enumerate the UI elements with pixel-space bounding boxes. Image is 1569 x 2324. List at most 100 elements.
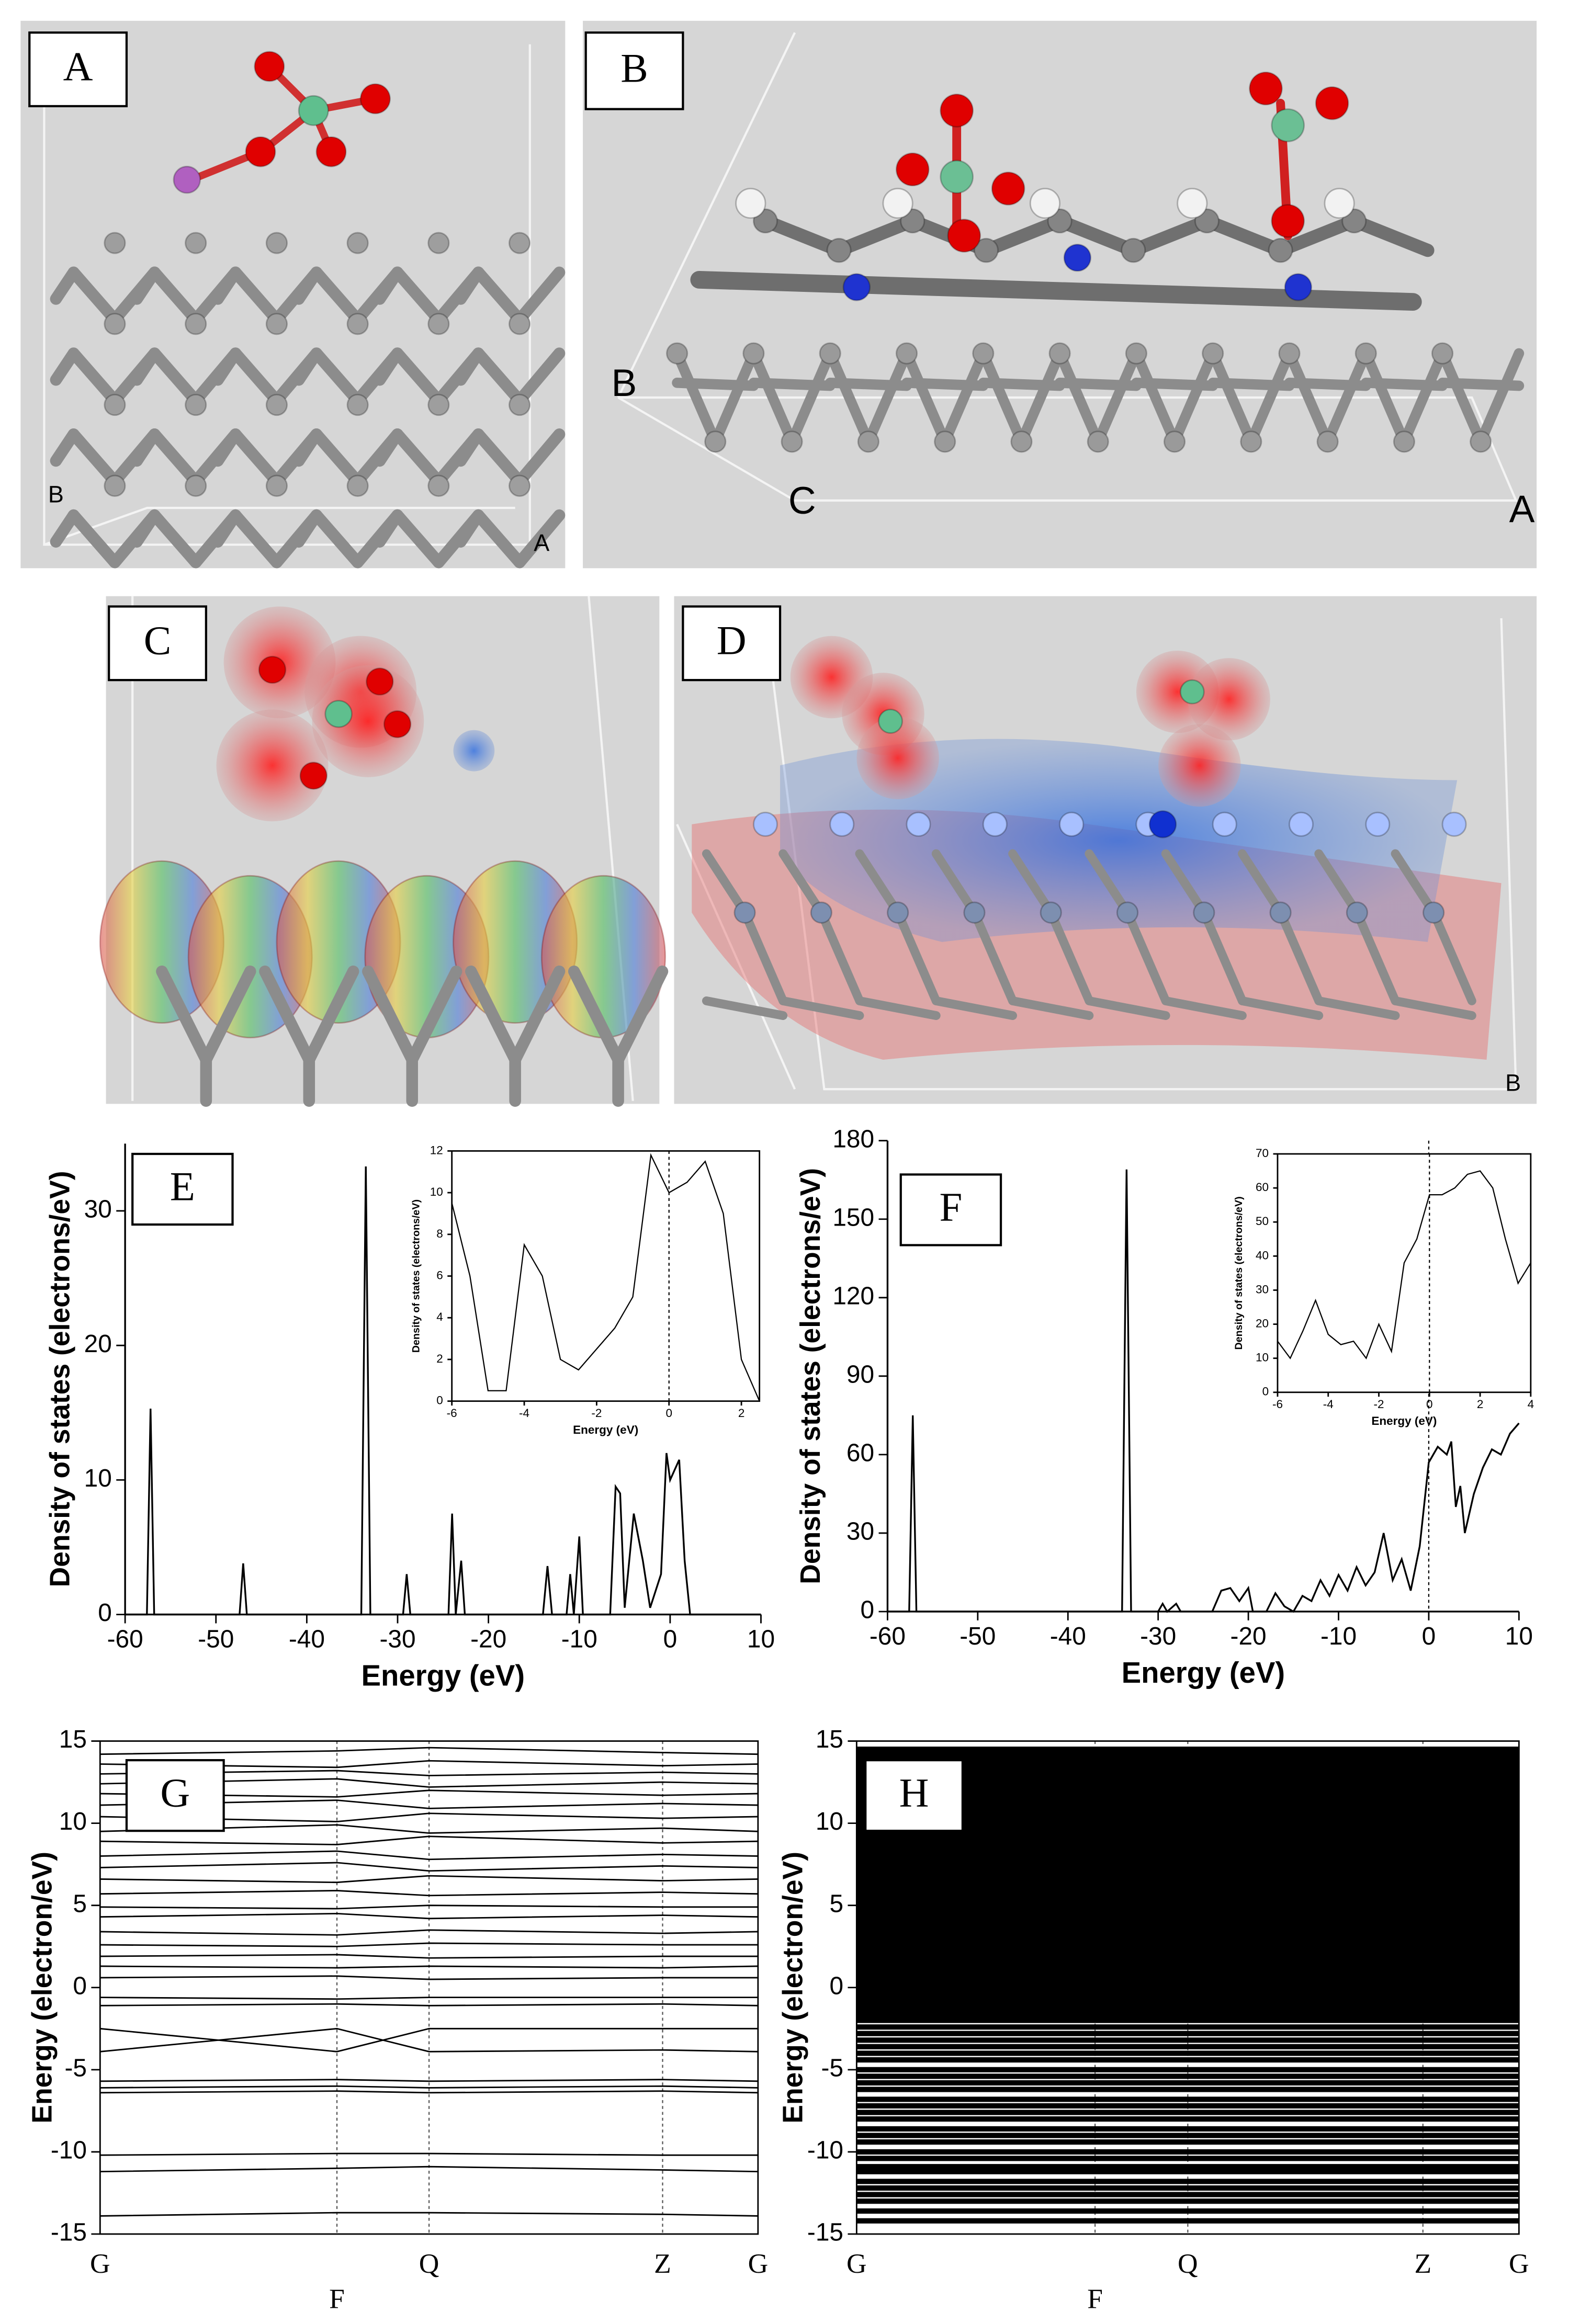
- density-surface: [216, 709, 329, 822]
- bond: [1169, 348, 1218, 447]
- x-tick-label: 0: [1422, 1623, 1436, 1650]
- density-surface: [1158, 724, 1241, 807]
- atom: [359, 83, 391, 115]
- bond: [1276, 908, 1324, 1005]
- y-tick-label: 0: [73, 1972, 87, 2000]
- atom: [1271, 108, 1305, 142]
- x-tick-label: G: [90, 2248, 110, 2279]
- y-tick-label: 180: [832, 1125, 874, 1153]
- band-line: [100, 1789, 758, 1798]
- y-tick-label: 150: [832, 1204, 874, 1231]
- atom: [315, 136, 347, 167]
- bond: [67, 266, 121, 326]
- y-tick-label: 2: [436, 1352, 443, 1365]
- panel-label-box: [125, 1759, 225, 1832]
- bond: [1347, 214, 1435, 257]
- bond: [1016, 348, 1065, 447]
- atom: [947, 219, 981, 253]
- y-tick-label: 40: [1256, 1249, 1269, 1262]
- y-tick-label: 70: [1256, 1147, 1269, 1160]
- bond: [200, 965, 256, 1066]
- atom: [1365, 811, 1391, 837]
- atom: [185, 474, 207, 497]
- atom: [1278, 342, 1301, 365]
- bond: [1054, 348, 1103, 447]
- bond: [149, 509, 202, 569]
- band-line: [100, 1997, 758, 2000]
- atom: [1249, 71, 1283, 106]
- bond: [901, 348, 950, 447]
- bond: [855, 849, 902, 917]
- y-axis-title: Energy (electron/eV): [27, 1852, 58, 2124]
- y-axis-title: Energy (electron/eV): [777, 1852, 808, 2124]
- y-tick-label: 30: [84, 1196, 112, 1223]
- cell-edge: [617, 32, 796, 398]
- atom: [258, 655, 287, 684]
- band-line: [100, 1824, 758, 1834]
- bond: [1322, 348, 1371, 447]
- panel-label-box: [108, 605, 207, 682]
- bond: [149, 428, 202, 488]
- x-axis-title: Energy (eV): [362, 1659, 525, 1692]
- band-line: [100, 1904, 758, 1910]
- x-tick-label: G: [1509, 2248, 1529, 2279]
- bond: [310, 428, 364, 488]
- band-line: [100, 1875, 758, 1884]
- bond: [292, 347, 323, 386]
- y-tick-label: 5: [829, 1890, 843, 1918]
- atom: [346, 313, 369, 335]
- band-line: [100, 2152, 758, 2156]
- atom: [1121, 237, 1146, 263]
- density-surface: [780, 739, 1458, 942]
- atom: [1315, 86, 1349, 120]
- y-tick-label: 10: [1256, 1351, 1269, 1364]
- cell-edge: [617, 396, 1518, 502]
- atom: [509, 232, 531, 254]
- atom: [1048, 342, 1071, 365]
- atom: [1354, 342, 1377, 365]
- y-tick-label: 30: [1256, 1283, 1269, 1296]
- dos-line: [451, 1153, 760, 1402]
- bond: [131, 347, 161, 386]
- bond: [612, 965, 669, 1066]
- cell-axis-label: A: [534, 529, 549, 556]
- bond: [472, 428, 526, 488]
- bond: [1207, 378, 1295, 391]
- x-tick-label: -20: [1231, 1623, 1267, 1650]
- panel-label: C: [144, 618, 172, 664]
- x-tick-label: Z: [1414, 2248, 1431, 2279]
- bond: [455, 266, 484, 305]
- x-tick-label: -4: [1323, 1398, 1334, 1411]
- atom: [974, 237, 999, 263]
- x-tick-label: G: [846, 2248, 867, 2279]
- panel-label-box: [28, 31, 128, 108]
- bond: [1314, 849, 1362, 917]
- band-line: [100, 2212, 758, 2217]
- bond: [149, 266, 202, 326]
- band-line: [100, 2079, 758, 2082]
- panel-label-box: [131, 1152, 234, 1226]
- bond: [1092, 348, 1142, 447]
- bond: [303, 965, 359, 1066]
- x-tick-label: -60: [107, 1626, 143, 1653]
- x-tick-label: -20: [470, 1626, 506, 1653]
- atom: [265, 474, 288, 497]
- bond: [969, 908, 1018, 1005]
- bond: [1284, 348, 1333, 447]
- band-line: [100, 2027, 758, 2053]
- x-tick-label: -40: [1050, 1623, 1086, 1650]
- atom: [427, 232, 450, 254]
- y-tick-label: 15: [816, 1726, 843, 1753]
- bond: [472, 347, 526, 406]
- density-surface: [312, 665, 424, 777]
- bond: [310, 266, 364, 326]
- bond: [292, 266, 323, 305]
- atom: [781, 430, 803, 453]
- density-surface: [453, 730, 495, 772]
- x-tick-label: -30: [1140, 1623, 1176, 1650]
- x-tick-label: -40: [289, 1626, 325, 1653]
- y-tick-label: 0: [436, 1394, 443, 1407]
- band-line: [100, 1890, 758, 1897]
- bond: [1429, 908, 1476, 1005]
- bond: [778, 849, 826, 917]
